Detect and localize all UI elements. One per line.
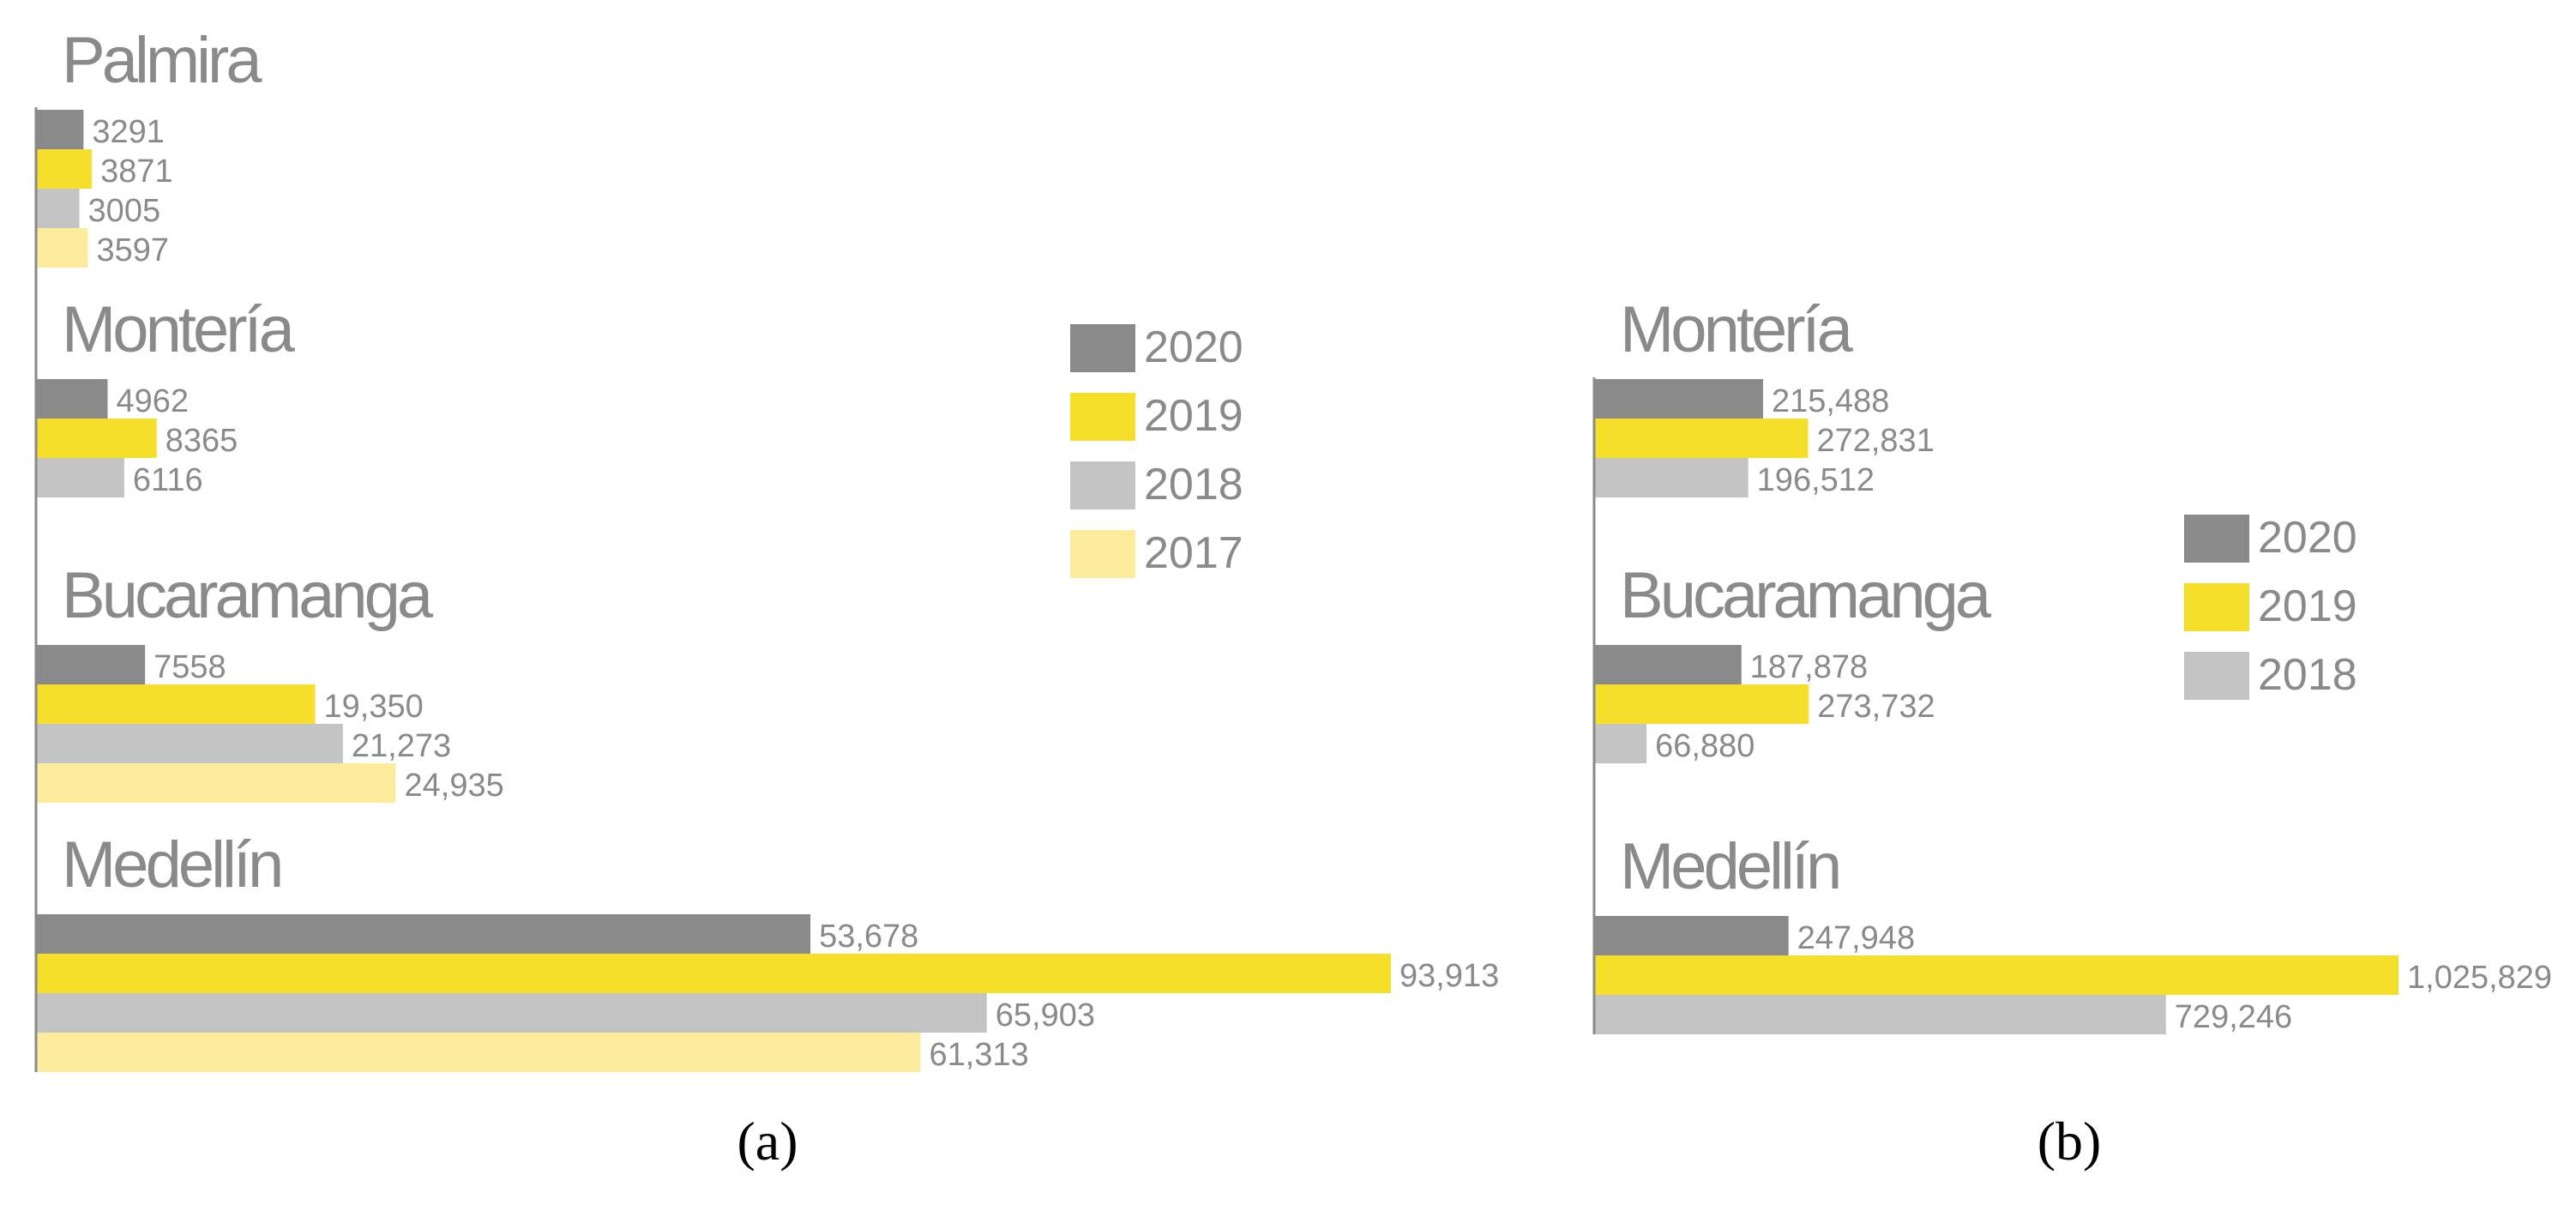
value-label-medellin-2019-b: 1,025,829 [2407,960,2552,996]
value-label-palmira-2018-a: 3005 [88,193,161,229]
group-title-medellin-b: Medellín [1620,830,1839,903]
bar-monteria-2018-b [1594,458,1748,497]
value-label-monteria-2020-b: 215,488 [1772,383,1889,419]
legend-label-2019-a: 2019 [1144,391,1243,441]
panel-label-b: (b) [2037,1111,2102,1172]
bar-medellin-2017-a [36,1033,921,1072]
legend-label-2020-b: 2020 [2258,513,2357,563]
value-label-palmira-2020-a: 3291 [92,114,165,150]
legend-b: 2020 2019 2018 [2184,513,2357,700]
value-label-medellin-2018-a: 65,903 [996,997,1095,1033]
group-title-bucaramanga-a: Bucaramanga [62,559,434,632]
chart-panel-a: Palmira3291387130053597Montería496283656… [34,24,1499,1172]
panel-label-a: (a) [737,1111,797,1172]
value-label-bucaramanga-2020-b: 187,878 [1750,649,1868,685]
value-label-medellin-2020-b: 247,948 [1797,920,1915,956]
bar-monteria-2018-a [36,458,124,497]
bar-monteria-2020-b [1594,379,1764,419]
legend-swatch-2018-b [2184,652,2249,700]
bar-palmira-2020-a [36,110,84,149]
bar-bucaramanga-2020-a [36,645,146,684]
bar-medellin-2020-b [1594,916,1789,955]
group-title-bucaramanga-b: Bucaramanga [1620,559,1992,632]
value-label-palmira-2019-a: 3871 [100,154,173,190]
value-label-monteria-2018-b: 196,512 [1757,462,1875,498]
group-title-monteria-a: Montería [62,293,296,366]
group-title-palmira-a: Palmira [62,24,262,97]
legend-label-2020-a: 2020 [1144,322,1243,372]
legend-label-2018-b: 2018 [2258,650,2357,700]
bar-palmira-2019-a [36,149,93,189]
bar-bucaramanga-2019-b [1594,684,1809,724]
bar-bucaramanga-2018-b [1594,724,1647,763]
value-label-medellin-2017-a: 61,313 [930,1037,1029,1073]
bar-bucaramanga-2019-a [36,684,316,724]
legend-swatch-2018-a [1070,461,1135,509]
bar-palmira-2017-a [36,228,88,268]
value-label-medellin-2019-a: 93,913 [1399,958,1499,994]
bar-monteria-2019-a [36,419,157,458]
legend-swatch-2020-b [2184,515,2249,563]
value-label-monteria-2018-a: 6116 [133,462,203,498]
bar-monteria-2019-b [1594,419,1809,458]
value-label-bucaramanga-2018-a: 21,273 [352,728,451,764]
legend-a: 2020 2019 2018 2017 [1070,322,1243,578]
value-label-monteria-2020-a: 4962 [116,383,189,419]
bar-bucaramanga-2020-b [1594,645,1742,684]
legend-label-2018-a: 2018 [1144,460,1243,509]
group-title-medellin-a: Medellín [62,828,280,901]
value-label-monteria-2019-b: 272,831 [1816,423,1934,459]
legend-swatch-2019-a [1070,393,1135,441]
bar-bucaramanga-2017-a [36,763,396,803]
bar-medellin-2018-b [1594,995,2166,1034]
value-label-medellin-2020-a: 53,678 [819,919,918,955]
bar-medellin-2019-b [1594,955,2398,995]
bar-bucaramanga-2018-a [36,724,343,763]
bar-palmira-2018-a [36,189,80,228]
value-label-bucaramanga-2017-a: 24,935 [405,768,504,804]
legend-swatch-2019-b [2184,583,2249,631]
value-label-bucaramanga-2020-a: 7558 [153,649,226,685]
group-title-monteria-b: Montería [1620,293,1854,366]
bar-medellin-2018-a [36,993,987,1033]
value-label-palmira-2017-a: 3597 [97,232,170,268]
legend-swatch-2020-a [1070,324,1135,372]
value-label-bucaramanga-2018-b: 66,880 [1655,728,1754,764]
legend-label-2017-a: 2017 [1144,528,1243,578]
bar-medellin-2019-a [36,954,1391,993]
value-label-monteria-2019-a: 8365 [166,423,238,459]
value-label-medellin-2018-b: 729,246 [2175,999,2292,1035]
bar-medellin-2020-a [36,914,811,954]
value-label-bucaramanga-2019-b: 273,732 [1817,689,1935,725]
bar-monteria-2020-a [36,379,108,419]
legend-swatch-2017-a [1070,530,1135,578]
value-label-bucaramanga-2019-a: 19,350 [324,689,424,725]
legend-label-2019-b: 2019 [2258,581,2357,631]
